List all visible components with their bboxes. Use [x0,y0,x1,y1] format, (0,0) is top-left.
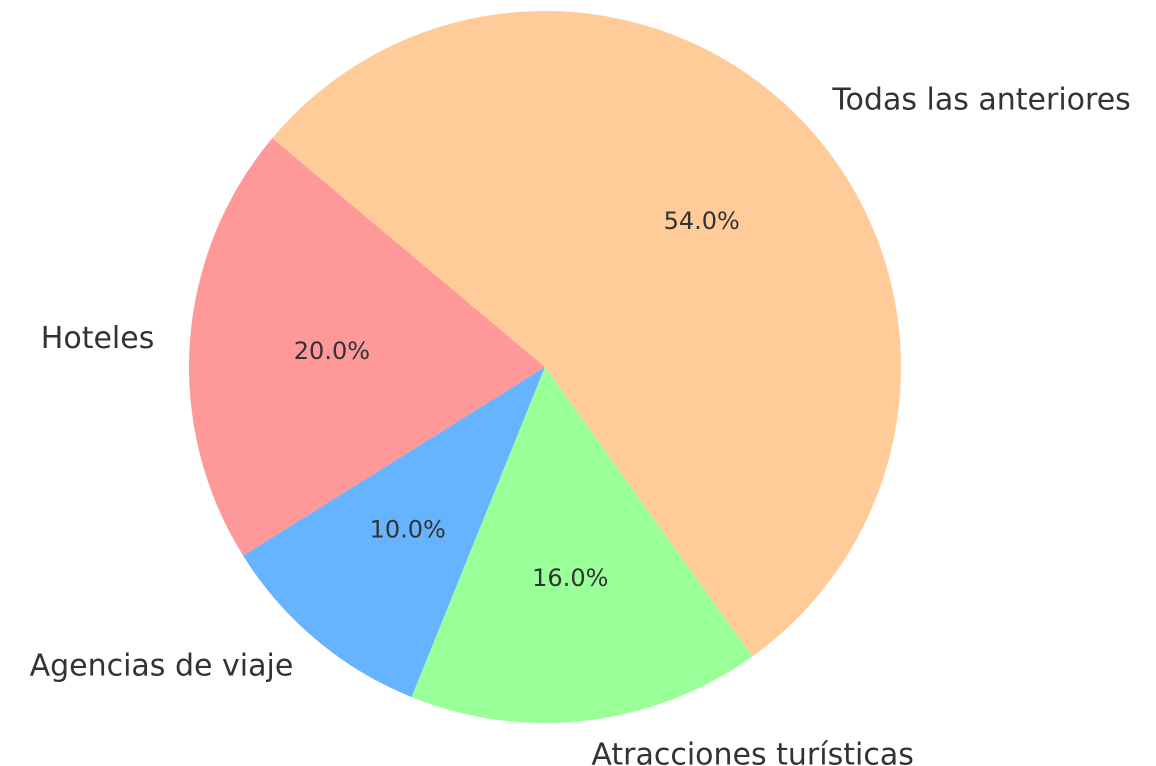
pie-slice [411,367,753,723]
slice-label: Hoteles [41,321,155,356]
slice-percent: 20.0% [294,337,370,365]
slice-percent: 16.0% [532,564,608,592]
slice-label: Atracciones turísticas [591,737,913,766]
pie-slice [189,138,546,556]
pie-slice [243,367,545,698]
slice-label: Agencias de viaje [30,648,294,683]
slice-percent: 54.0% [664,207,740,235]
slice-percent: 10.0% [370,516,446,544]
pie-slice [272,10,901,657]
slice-label: Todas las anteriores [831,82,1130,117]
